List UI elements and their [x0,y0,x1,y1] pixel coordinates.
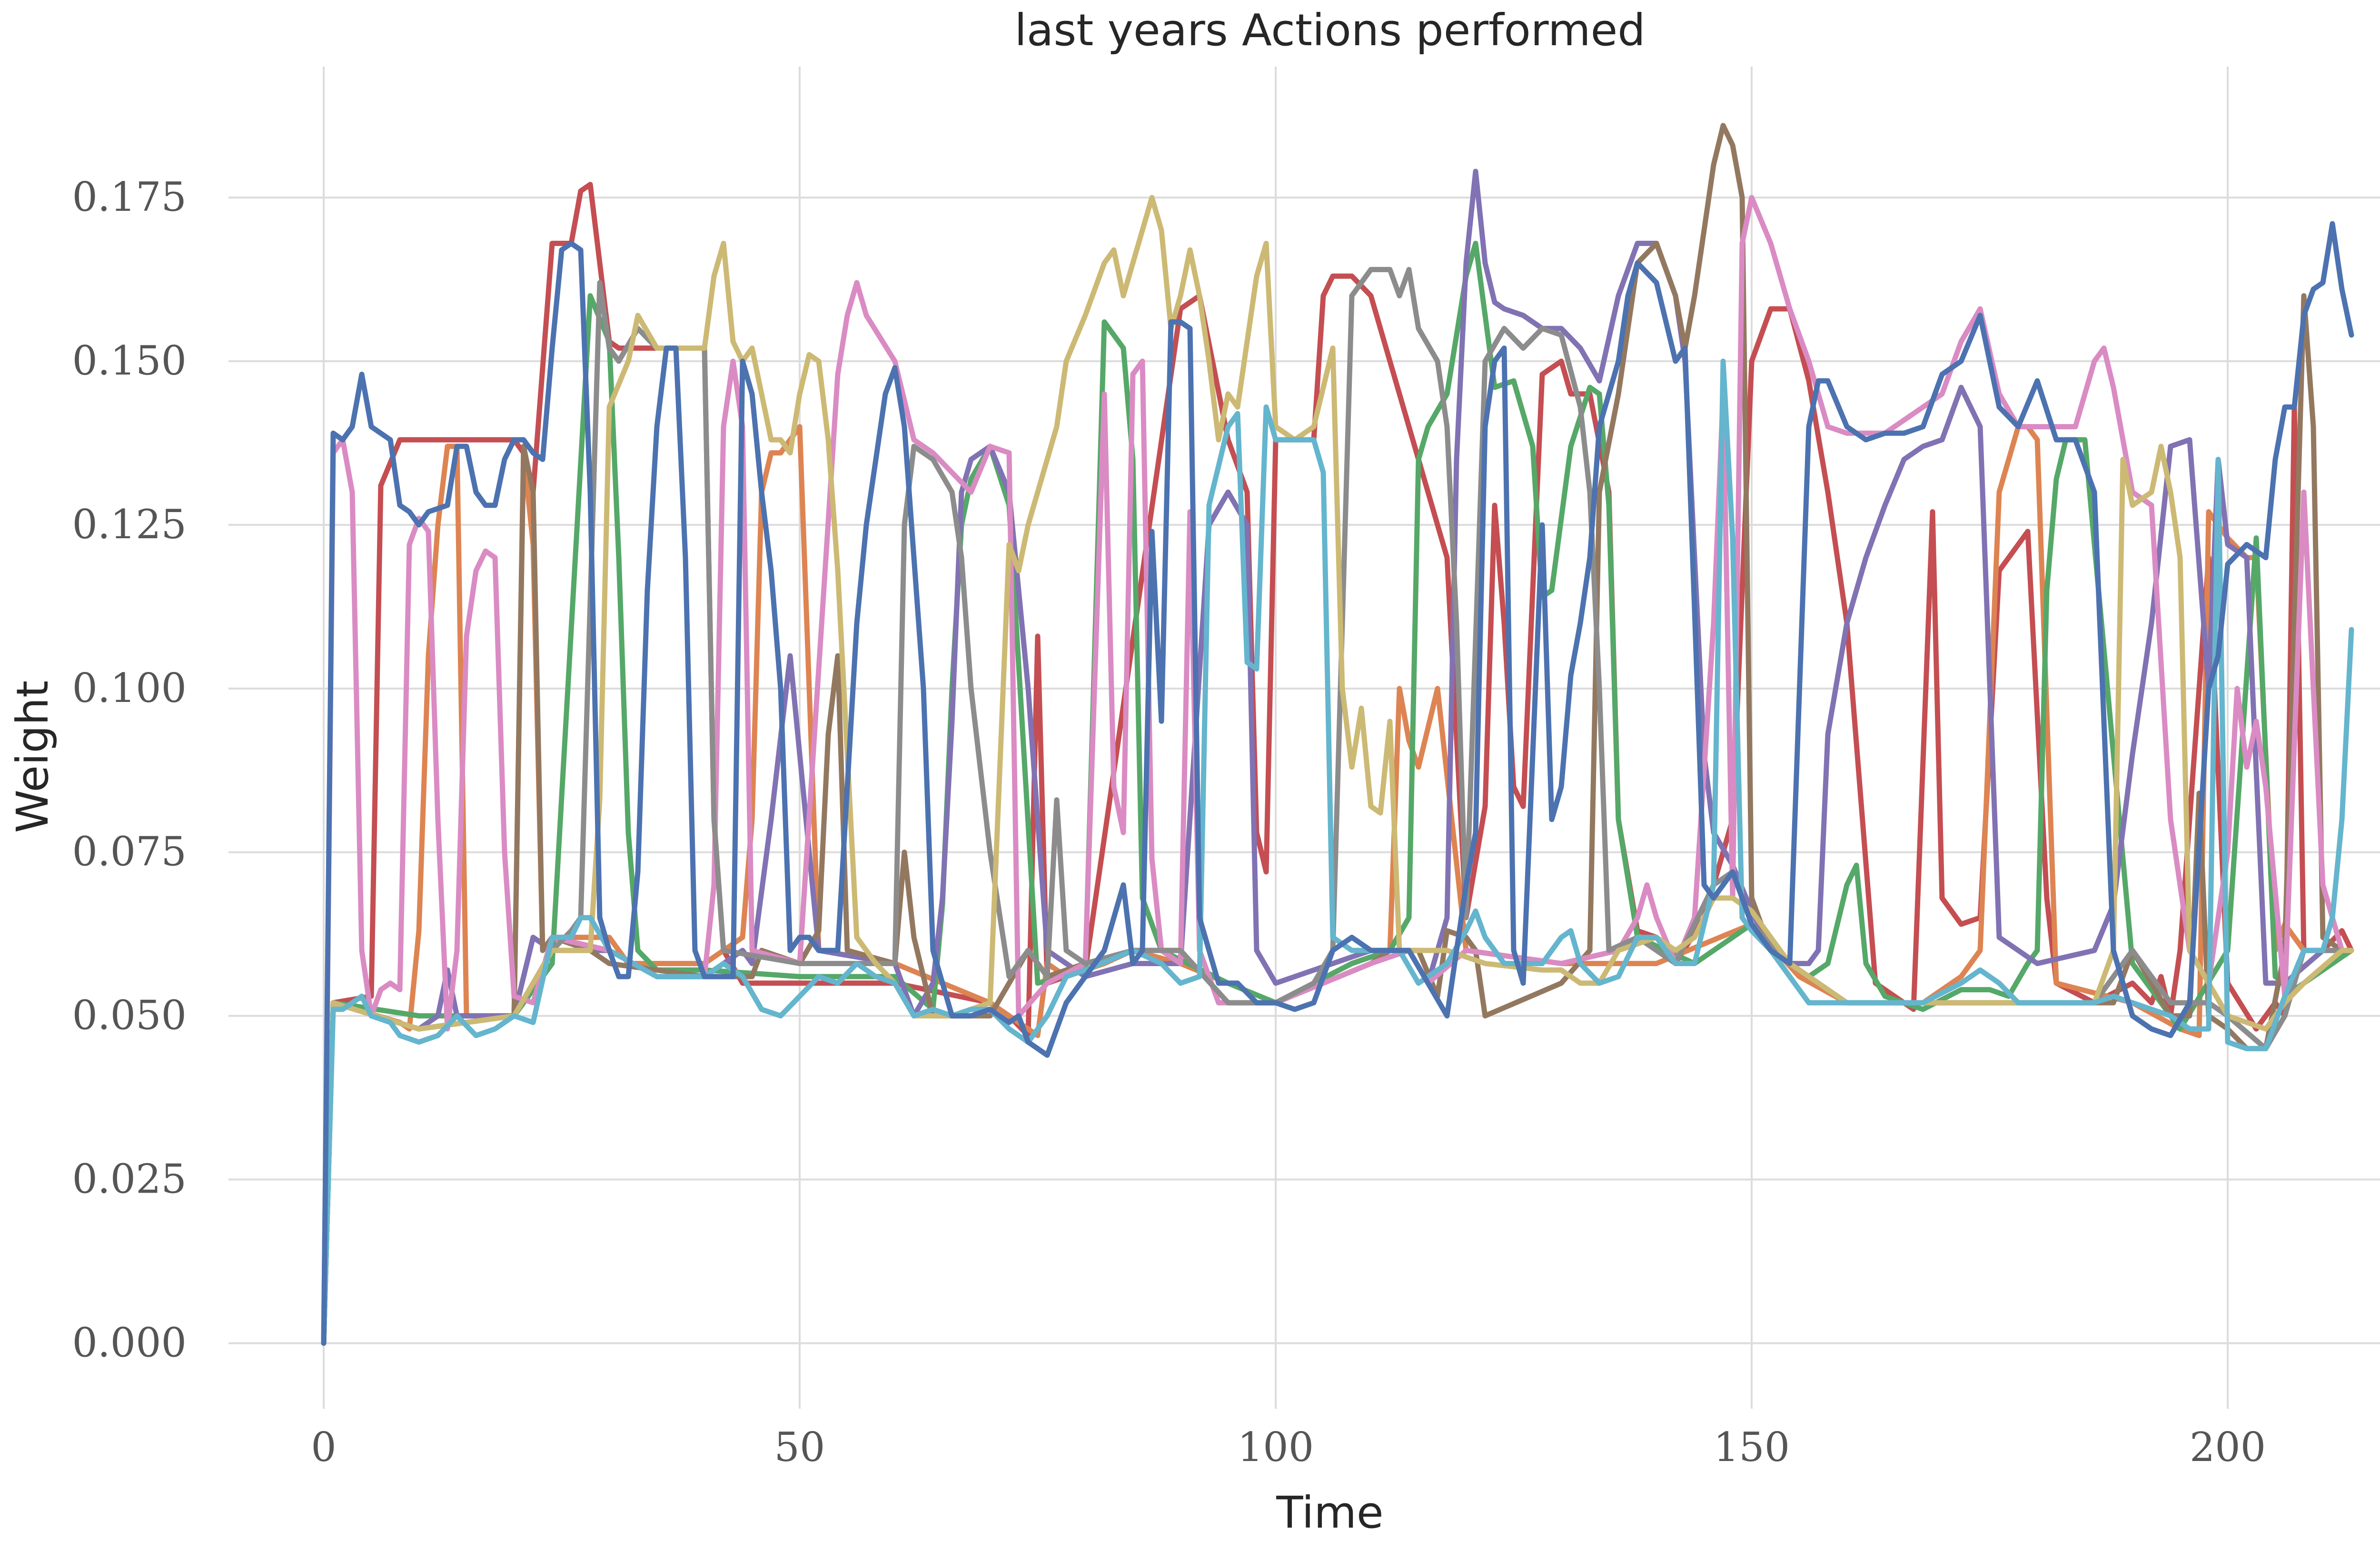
y-tick-label: 0.125 [72,501,187,548]
y-tick-label: 0.025 [72,1156,187,1203]
series-line-4 [321,168,2354,1346]
x-tick-label: 0 [311,1424,336,1471]
y-tick-label: 0.175 [72,174,187,220]
x-tick-labels: 0 50 100 150 200 [311,1424,2266,1471]
y-tick-label: 0.075 [72,829,187,875]
x-tick-label: 100 [1238,1424,1314,1471]
y-tick-label: 0.100 [72,665,187,711]
x-tick-label: 50 [774,1424,825,1471]
y-tick-label: 0.150 [72,337,187,384]
x-tick-label: 150 [1714,1424,1790,1471]
y-axis-label: Weight [7,681,58,833]
y-tick-labels: 0.000 0.025 0.050 0.075 0.100 0.125 0.150 0.175 [72,174,187,1366]
x-axis-label: Time [1276,1487,1383,1538]
series-lines [321,123,2354,1346]
series-line-10 [321,221,2354,1346]
series-line-3 [321,240,2354,1346]
y-tick-label: 0.000 [72,1319,187,1366]
x-tick-label: 200 [2190,1424,2266,1471]
chart-title: last years Actions performed [1014,5,1645,56]
y-tick-label: 0.050 [72,992,187,1039]
series-line-6 [321,195,2354,1346]
